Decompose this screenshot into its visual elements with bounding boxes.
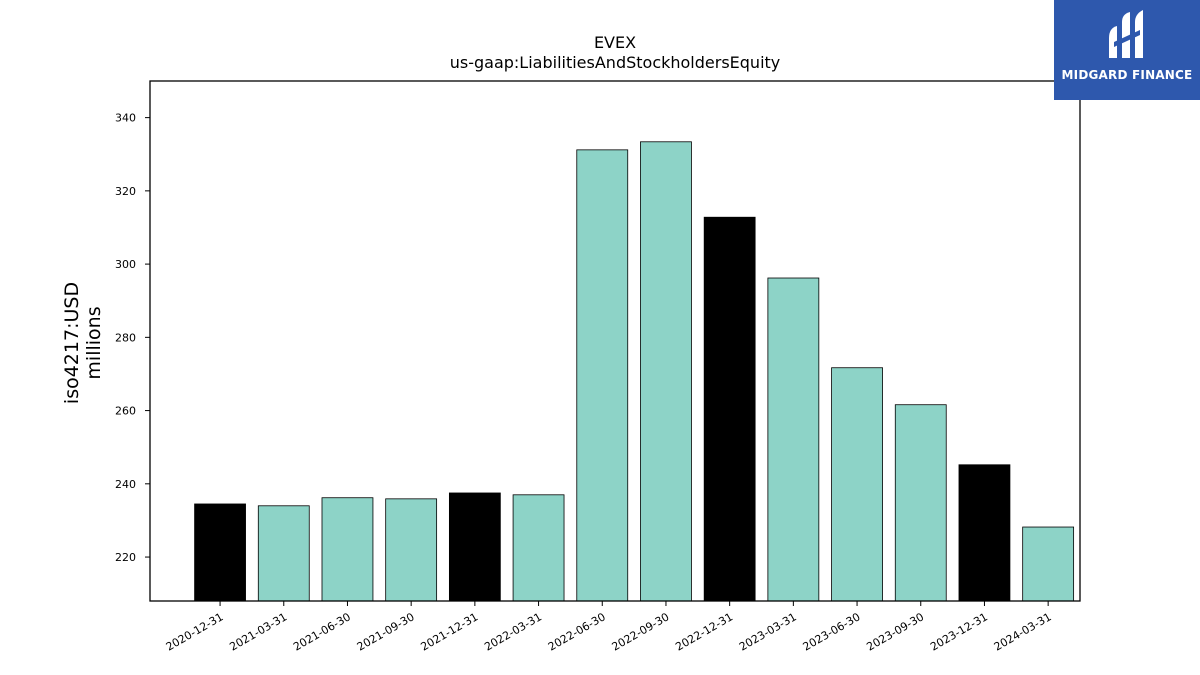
y-tick-label: 240 bbox=[115, 478, 136, 491]
bar bbox=[1022, 526, 1075, 602]
x-tick-label: 2023-12-31 bbox=[928, 610, 990, 653]
x-tick-label: 2022-09-30 bbox=[610, 610, 672, 653]
x-tick-label: 2021-12-31 bbox=[418, 610, 480, 653]
y-tick-label: 300 bbox=[115, 258, 136, 271]
y-axis-unit: millions bbox=[83, 306, 105, 379]
x-tick-label: 2022-12-31 bbox=[673, 610, 735, 653]
bar bbox=[512, 494, 565, 602]
y-axis-ticks: 220 240 260 280 300 320 340 bbox=[115, 112, 150, 564]
bar bbox=[321, 497, 374, 602]
bar bbox=[703, 216, 756, 602]
bar bbox=[194, 503, 246, 602]
y-tick-label: 260 bbox=[115, 405, 136, 418]
bar bbox=[576, 149, 629, 602]
bars-group bbox=[194, 141, 1075, 602]
chart-subtitle: us-gaap:LiabilitiesAndStockholdersEquity bbox=[450, 53, 781, 72]
x-tick-label: 2023-09-30 bbox=[864, 610, 926, 653]
bar bbox=[448, 492, 501, 602]
x-tick-label: 2023-06-30 bbox=[801, 610, 863, 653]
x-tick-label: 2023-03-31 bbox=[737, 610, 799, 653]
chart-title: EVEX bbox=[594, 33, 636, 52]
plot-frame bbox=[149, 80, 1081, 602]
bar bbox=[831, 367, 883, 602]
x-axis-ticks: 2020-12-31 2021-03-31 2021-06-30 2021-09-30… bbox=[164, 601, 1054, 654]
bar bbox=[640, 141, 692, 602]
x-tick-label: 2022-03-31 bbox=[482, 610, 544, 653]
bar bbox=[894, 404, 947, 602]
y-tick-label: 280 bbox=[115, 331, 136, 344]
midgard-finance-logo: MIDGARD FINANCE bbox=[1054, 0, 1200, 100]
x-tick-label: 2020-12-31 bbox=[164, 610, 226, 653]
bar bbox=[257, 505, 310, 602]
x-tick-label: 2021-09-30 bbox=[355, 610, 417, 653]
logo-mark-icon bbox=[1109, 10, 1143, 58]
x-tick-label: 2021-06-30 bbox=[291, 610, 353, 653]
y-tick-label: 320 bbox=[115, 185, 136, 198]
bar bbox=[385, 498, 438, 602]
x-tick-label: 2024-03-31 bbox=[992, 610, 1054, 653]
y-axis-title: iso4217:USD bbox=[61, 282, 83, 404]
x-tick-label: 2021-03-31 bbox=[227, 610, 289, 653]
y-tick-label: 220 bbox=[115, 551, 136, 564]
bar bbox=[767, 277, 820, 602]
y-tick-label: 340 bbox=[115, 112, 136, 125]
y-axis-label: iso4217:USD millions bbox=[61, 282, 105, 404]
bar bbox=[958, 464, 1011, 602]
logo-text: MIDGARD FINANCE bbox=[1061, 68, 1193, 82]
x-tick-label: 2022-06-30 bbox=[546, 610, 608, 653]
